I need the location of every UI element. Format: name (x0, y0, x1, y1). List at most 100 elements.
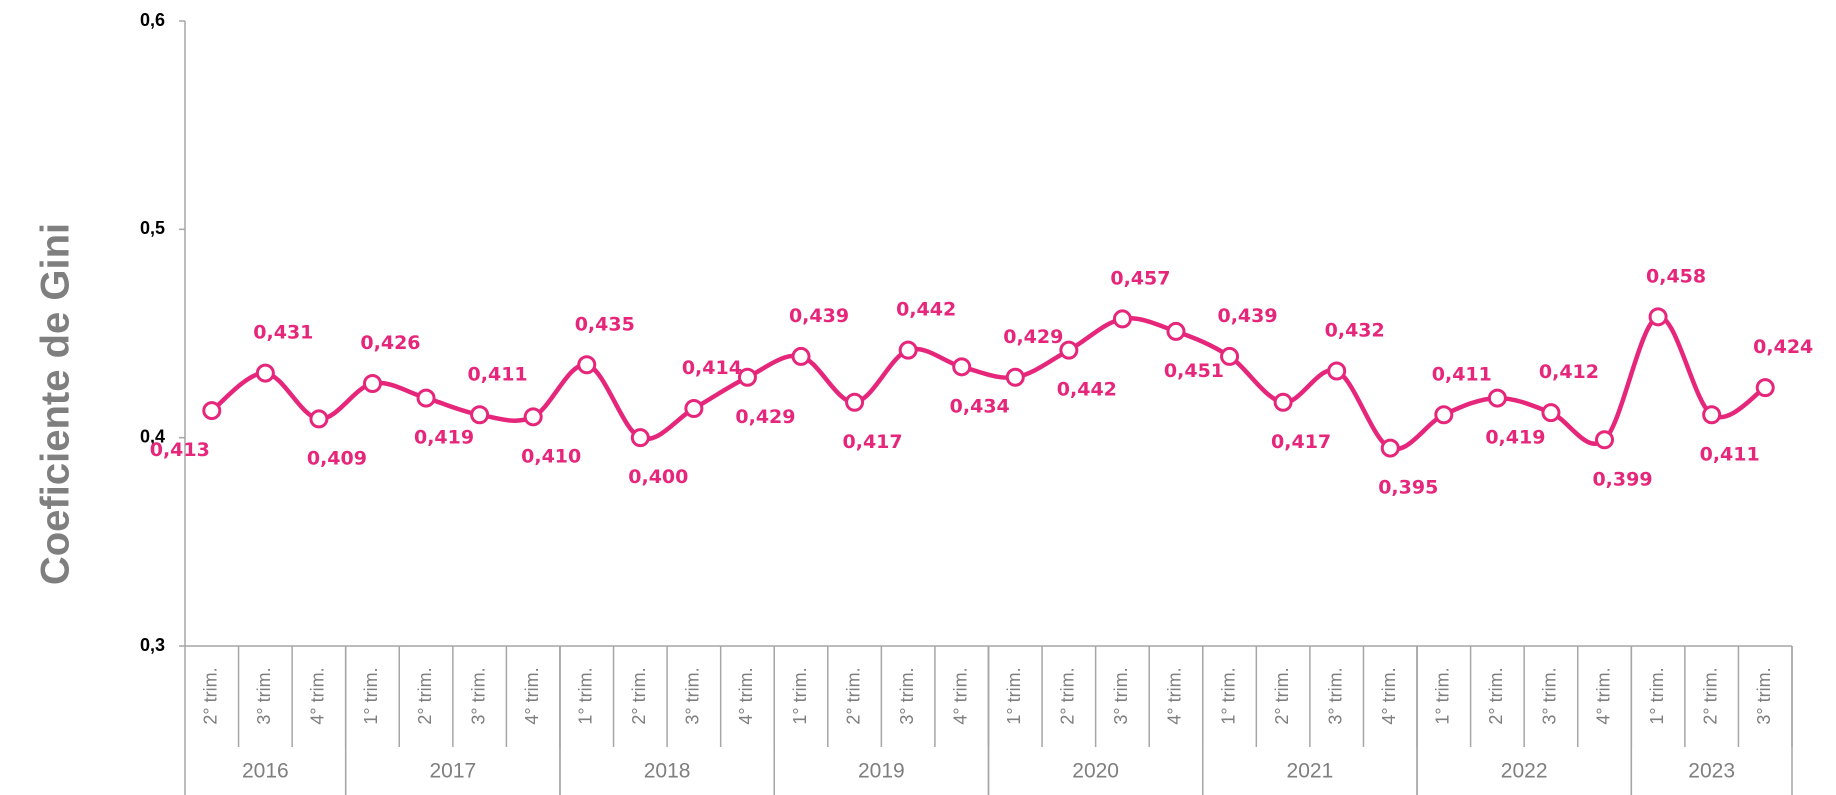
data-label: 0,417 (1271, 431, 1331, 453)
data-label: 0,419 (1485, 427, 1545, 449)
data-label: 0,434 (950, 395, 1010, 417)
x-tick-label: 3° trim. (1540, 667, 1560, 724)
data-label: 0,411 (1700, 443, 1760, 465)
marker (309, 409, 329, 429)
group-label: 2023 (1688, 760, 1735, 783)
group-label: 2016 (242, 760, 289, 783)
x-tick-label: 1° trim. (1433, 667, 1453, 724)
marker (1380, 438, 1400, 458)
x-tick-label: 4° trim. (308, 667, 328, 724)
x-tick-label: 3° trim. (1325, 667, 1345, 724)
marker (898, 340, 918, 360)
data-label: 0,413 (150, 439, 210, 461)
x-tick-label: 4° trim. (522, 667, 542, 724)
marker (1112, 309, 1132, 329)
data-label: 0,399 (1592, 468, 1652, 490)
x-tick-label: 1° trim. (361, 667, 381, 724)
data-label: 0,424 (1753, 336, 1813, 358)
x-tick-label: 4° trim. (950, 667, 970, 724)
x-tick-label: 4° trim. (1379, 667, 1399, 724)
marker (255, 363, 275, 383)
marker (684, 399, 704, 418)
x-tick-label: 1° trim. (1004, 667, 1024, 724)
x-tick-label: 2° trim. (1272, 667, 1292, 724)
marker (523, 407, 543, 427)
y-tick-label: 0,3 (140, 635, 165, 655)
marker (737, 367, 757, 387)
x-tick-label: 2° trim. (1700, 667, 1720, 724)
x-tick-label: 1° trim. (790, 667, 810, 724)
x-tick-label: 3° trim. (683, 667, 703, 724)
x-tick-label: 3° trim. (468, 667, 488, 724)
marker (952, 357, 972, 377)
marker (362, 374, 382, 393)
x-tick-label: 2° trim. (1486, 667, 1506, 724)
data-label: 0,412 (1539, 361, 1599, 383)
x-tick-label: 2° trim. (415, 667, 435, 724)
group-label: 2019 (858, 760, 905, 783)
group-label: 2017 (429, 760, 476, 783)
data-label: 0,411 (1432, 363, 1492, 385)
x-tick-label: 3° trim. (254, 667, 274, 724)
marker (1327, 361, 1347, 381)
y-tick-label: 0,5 (140, 218, 165, 238)
marker (1648, 307, 1668, 327)
x-tick-label: 2° trim. (1058, 667, 1078, 724)
x-tick-label: 4° trim. (1593, 667, 1613, 724)
marker (1541, 403, 1561, 423)
data-label: 0,426 (360, 332, 420, 354)
marker (1595, 430, 1615, 450)
marker (630, 428, 650, 448)
x-tick-label: 2° trim. (843, 667, 863, 724)
marker (1059, 340, 1079, 360)
marker (1434, 405, 1454, 425)
y-tick-label: 0,4 (140, 426, 165, 446)
x-tick-label: 4° trim. (1165, 667, 1185, 724)
data-label: 0,431 (253, 322, 313, 344)
data-label: 0,451 (1164, 360, 1224, 382)
data-label: 0,439 (789, 305, 849, 327)
data-label: 0,429 (735, 406, 795, 428)
x-tick-label: 3° trim. (1111, 667, 1131, 724)
y-axis-title: Coeficiente de Gini (34, 223, 78, 585)
marker (202, 401, 222, 421)
y-tick-label: 0,6 (140, 10, 165, 30)
data-label: 0,458 (1646, 265, 1706, 287)
x-tick-label: 2° trim. (629, 667, 649, 724)
marker (1487, 388, 1507, 408)
x-tick-label: 4° trim. (736, 667, 756, 724)
x-tick-label: 1° trim. (1218, 667, 1238, 724)
data-label: 0,419 (414, 427, 474, 449)
marker (1702, 405, 1722, 425)
data-label: 0,435 (575, 313, 635, 335)
x-tick-label: 3° trim. (897, 667, 917, 724)
x-tick-label: 1° trim. (1647, 667, 1667, 724)
marker (1220, 346, 1240, 366)
data-label: 0,411 (468, 363, 528, 385)
data-label: 0,457 (1110, 267, 1170, 289)
marker (470, 405, 490, 425)
data-label: 0,409 (307, 447, 367, 469)
group-label: 2021 (1287, 760, 1334, 783)
group-label: 2018 (644, 760, 691, 783)
x-tick-label: 2° trim. (201, 667, 221, 724)
marker (1755, 378, 1775, 398)
marker (1005, 367, 1025, 387)
marker (577, 355, 597, 375)
data-label: 0,442 (896, 299, 956, 321)
marker (416, 388, 436, 408)
data-label: 0,439 (1217, 305, 1277, 327)
data-label: 0,417 (843, 431, 903, 453)
marker (845, 392, 865, 412)
x-tick-label: 1° trim. (576, 667, 596, 724)
data-label: 0,432 (1325, 320, 1385, 342)
marker (791, 346, 811, 366)
group-label: 2022 (1501, 760, 1548, 783)
marker (1166, 321, 1186, 341)
data-label: 0,395 (1378, 477, 1438, 499)
x-tick-label: 3° trim. (1754, 667, 1774, 724)
data-label: 0,442 (1057, 379, 1117, 401)
group-label: 2020 (1072, 760, 1119, 783)
data-label: 0,429 (1003, 326, 1063, 348)
